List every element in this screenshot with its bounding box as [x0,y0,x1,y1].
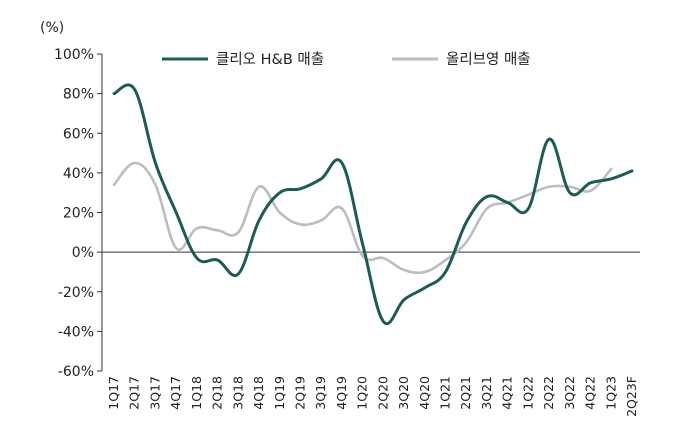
x-tick-label: 4Q17 [168,376,183,410]
legend-item-clio: 클리오 H&B 매출 [162,51,324,68]
x-tick-label: 3Q18 [230,376,245,410]
x-tick-label: 2Q23F [624,376,639,417]
x-tick-label: 1Q22 [520,376,535,410]
x-tick-label: 4Q18 [251,376,266,410]
y-tick-label: -60% [58,364,94,380]
x-tick-label: 1Q18 [189,376,204,410]
x-tick-label: 4Q20 [417,376,432,410]
x-tick-label: 3Q19 [313,376,328,410]
x-tick-label: 1Q23 [603,376,618,410]
x-tick-label: 1Q21 [438,376,453,410]
x-tick-label: 2Q17 [127,376,142,410]
x-tick-label: 1Q20 [355,376,370,410]
legend-label: 클리오 H&B 매출 [216,51,324,68]
x-tick-label: 2Q22 [541,376,556,410]
y-tick-label: 100% [54,47,94,63]
x-tick-label: 3Q21 [479,376,494,410]
y-axis: 100% 80% 60% 40% 20% 0% -20% -40% -60% [54,47,103,380]
x-tick-label: 1Q19 [272,376,287,410]
legend: 클리오 H&B 매출 올리브영 매출 [162,51,531,68]
x-tick-label: 2Q19 [292,376,307,410]
legend-item-oliveyoung: 올리브영 매출 [392,51,531,68]
y-tick-label: 80% [63,87,94,103]
series-line-oliveyoung [112,161,613,275]
x-tick-label: 3Q20 [396,376,411,410]
x-tick-label: 3Q17 [147,376,162,410]
y-tick-label: 20% [63,206,94,222]
y-tick-label: 40% [63,166,94,182]
series-line-clio [112,83,634,326]
x-tick-label: 2Q21 [458,376,473,410]
legend-label: 올리브영 매출 [446,51,531,68]
y-tick-label: 0% [72,245,94,261]
y-tick-label: -40% [58,324,94,340]
y-unit-label: (%) [40,20,64,36]
x-tick-label: 4Q19 [334,376,349,410]
x-tick-label: 4Q21 [500,376,515,410]
y-tick-label: -20% [58,285,94,301]
x-tick-label: 2Q20 [375,376,390,410]
x-tick-label: 3Q22 [562,376,577,410]
x-tick-label: 4Q22 [583,376,598,410]
x-tick-label: 2Q18 [210,376,225,410]
x-tick-label: 1Q17 [106,376,121,410]
y-tick-label: 60% [63,126,94,142]
series-lines [112,83,634,326]
